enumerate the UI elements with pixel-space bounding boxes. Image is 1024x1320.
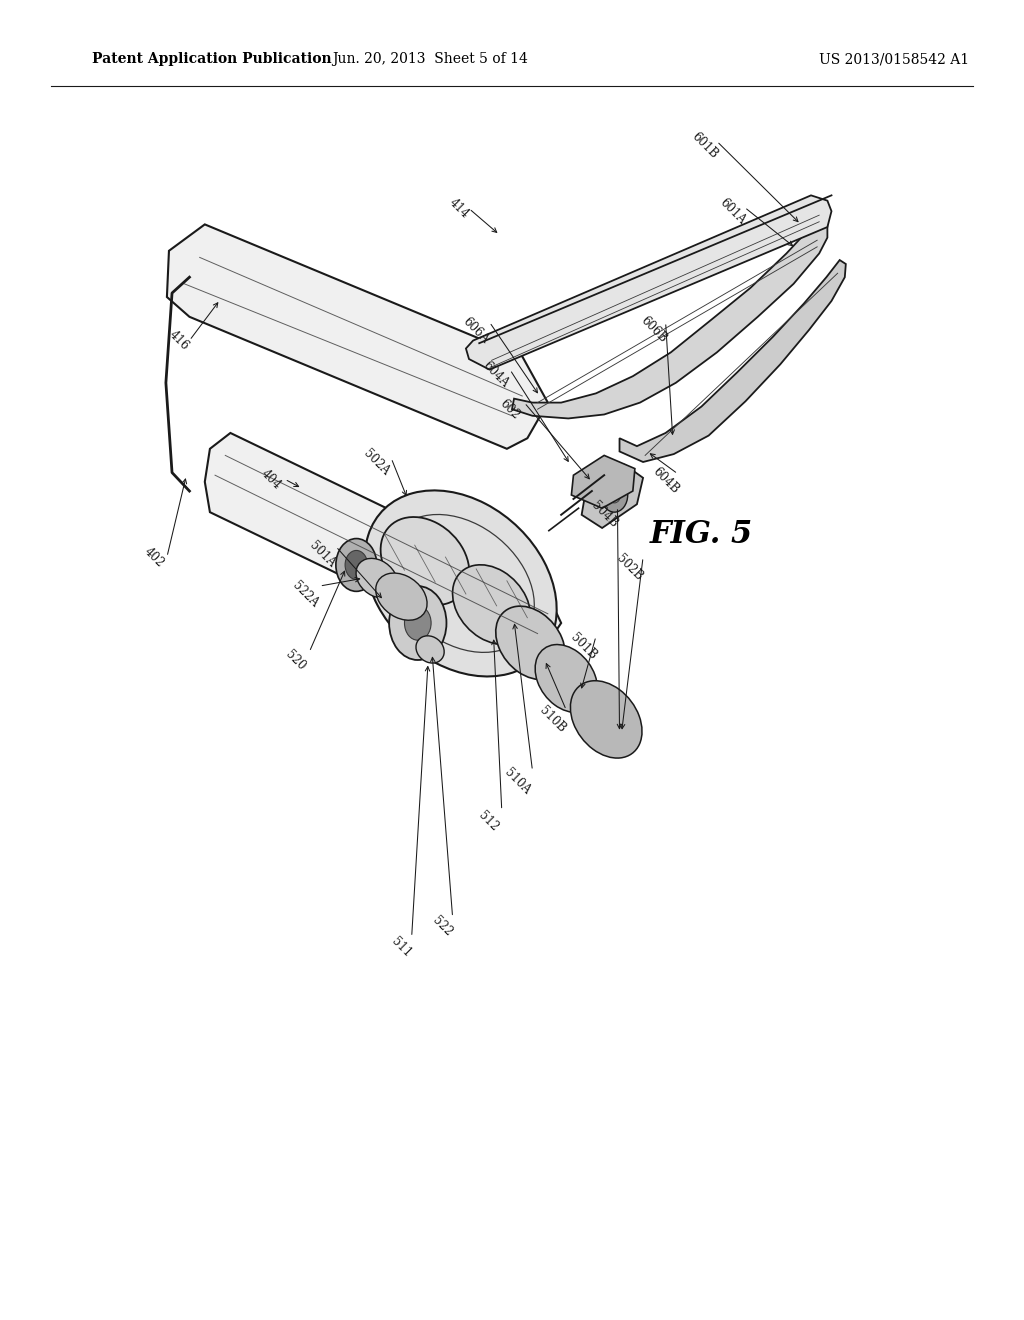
Polygon shape xyxy=(582,465,643,528)
Text: 414: 414 xyxy=(446,197,471,220)
Text: 604A: 604A xyxy=(480,359,511,391)
Text: 602: 602 xyxy=(498,397,522,421)
Ellipse shape xyxy=(416,636,444,663)
Ellipse shape xyxy=(536,644,597,713)
Ellipse shape xyxy=(356,558,397,598)
Polygon shape xyxy=(512,222,827,418)
Circle shape xyxy=(345,550,368,579)
Text: 520: 520 xyxy=(283,648,307,672)
Text: 510A: 510A xyxy=(502,766,532,797)
Text: 510B: 510B xyxy=(538,704,568,735)
Polygon shape xyxy=(571,455,635,508)
Text: 502B: 502B xyxy=(614,552,645,583)
Polygon shape xyxy=(167,224,548,449)
Ellipse shape xyxy=(365,491,557,676)
Ellipse shape xyxy=(496,606,565,680)
Circle shape xyxy=(404,606,431,640)
Text: Jun. 20, 2013  Sheet 5 of 14: Jun. 20, 2013 Sheet 5 of 14 xyxy=(332,53,528,66)
Ellipse shape xyxy=(453,565,530,644)
Ellipse shape xyxy=(570,681,642,758)
Text: 604B: 604B xyxy=(650,465,681,496)
Text: FIG. 5: FIG. 5 xyxy=(650,519,753,550)
Text: 504B: 504B xyxy=(589,499,620,531)
Text: 522: 522 xyxy=(430,915,455,939)
Text: 606A: 606A xyxy=(461,314,492,346)
Text: 402: 402 xyxy=(141,545,166,569)
Circle shape xyxy=(601,478,628,512)
Polygon shape xyxy=(620,260,846,462)
Text: 511: 511 xyxy=(389,936,414,960)
Polygon shape xyxy=(205,433,561,663)
Text: US 2013/0158542 A1: US 2013/0158542 A1 xyxy=(819,53,970,66)
Text: 502A: 502A xyxy=(361,446,392,478)
Text: 512: 512 xyxy=(476,809,501,833)
Circle shape xyxy=(389,586,446,660)
Text: 416: 416 xyxy=(167,329,191,352)
Text: 601A: 601A xyxy=(717,195,748,227)
Circle shape xyxy=(336,539,377,591)
Ellipse shape xyxy=(376,573,427,620)
Text: 606B: 606B xyxy=(638,314,669,346)
Text: 404: 404 xyxy=(259,466,284,492)
Text: Patent Application Publication: Patent Application Publication xyxy=(92,53,332,66)
Text: 501B: 501B xyxy=(568,631,599,663)
Polygon shape xyxy=(466,195,831,370)
Text: 601B: 601B xyxy=(689,129,720,161)
Text: 522A: 522A xyxy=(290,578,321,610)
Text: 501A: 501A xyxy=(307,539,338,570)
Ellipse shape xyxy=(381,517,469,605)
